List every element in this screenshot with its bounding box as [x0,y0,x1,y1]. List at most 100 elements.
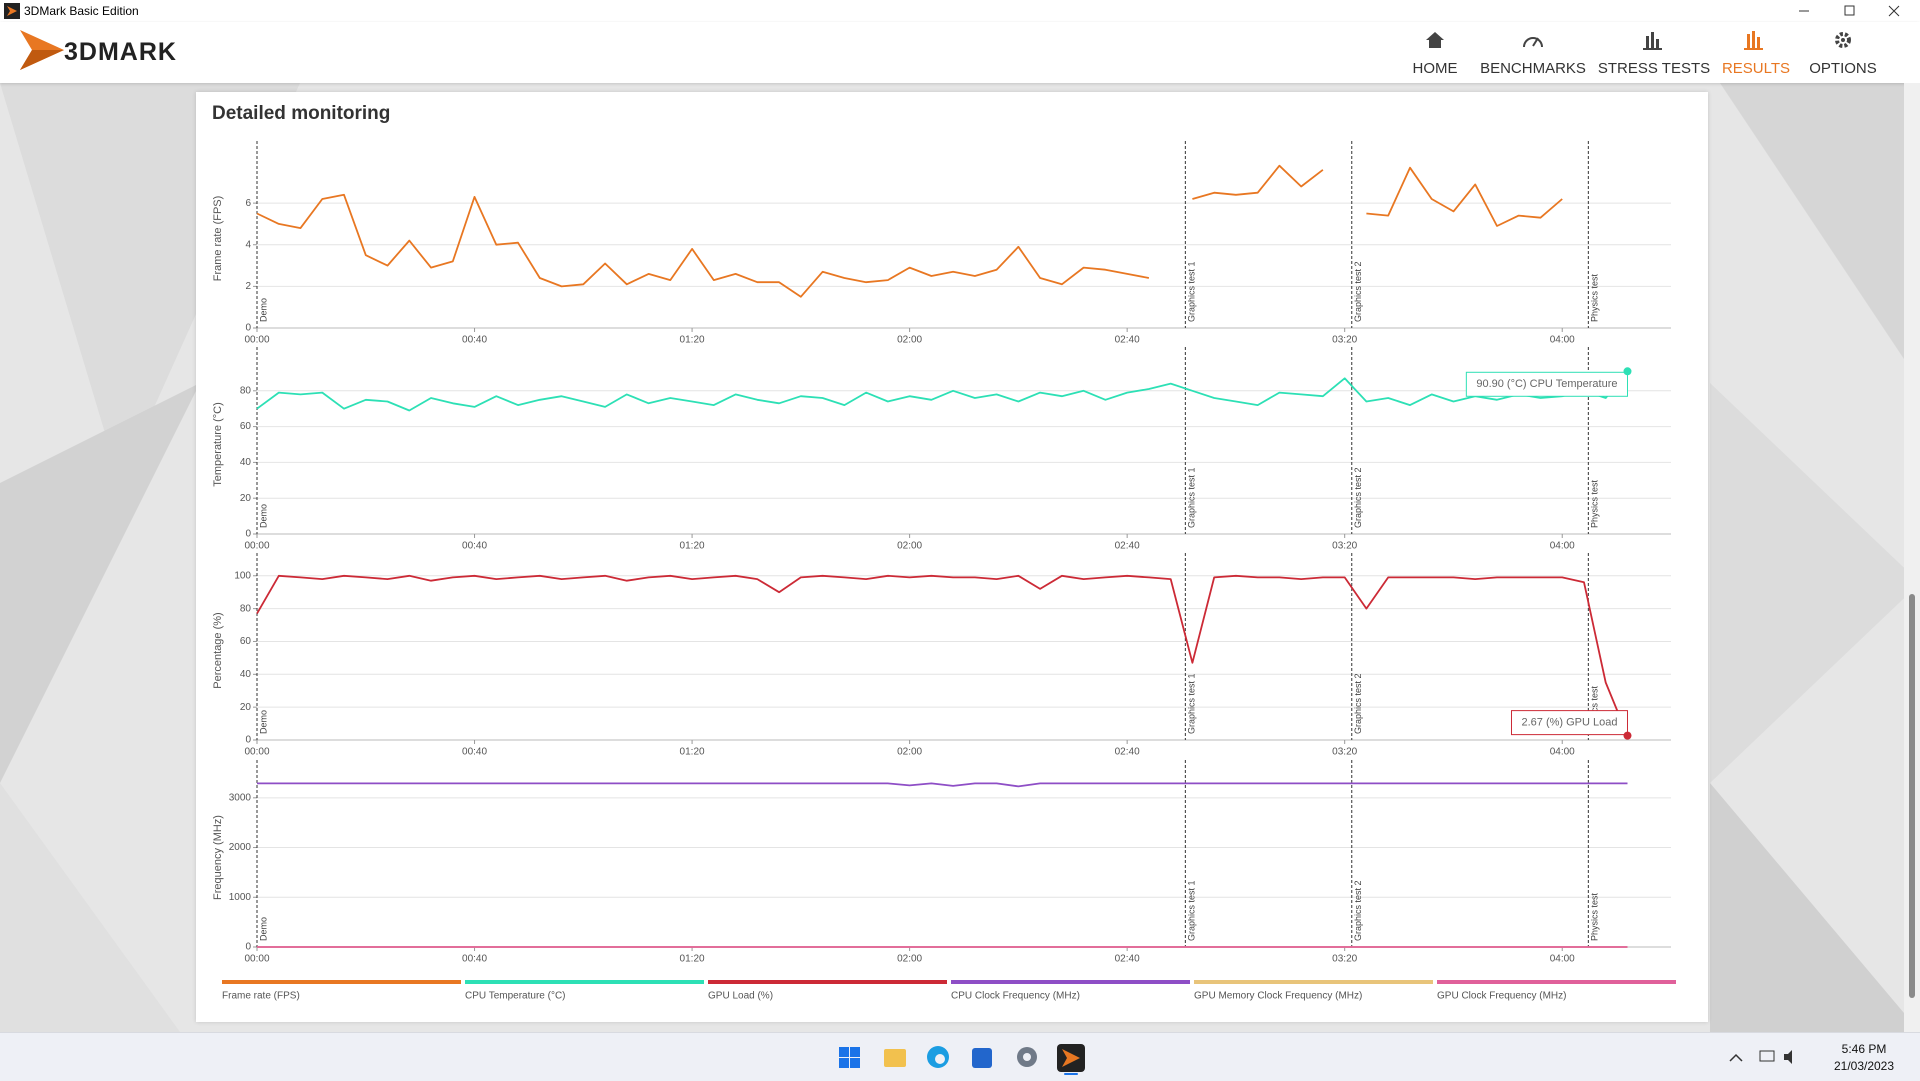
logo-mark [20,30,64,70]
y-axis-label: Frequency (MHz) [212,815,224,900]
event-label: Demo [258,298,268,322]
series-line [256,574,1629,736]
app-icon [4,3,20,19]
tooltip: 90.90 (°C) CPU Temperature [1465,371,1628,397]
x-tick-label: 04:00 [1550,335,1575,346]
taskbar-icons[interactable] [830,1039,1090,1075]
legend-label: GPU Clock Frequency (MHz) [1437,991,1566,1002]
series-line [256,370,1629,412]
event-label: Demo [258,710,268,734]
legend-swatch [1437,980,1676,984]
y-tick-label: 60 [240,421,252,432]
y-tick-label: 0 [245,735,251,746]
x-tick-label: 03:20 [1332,747,1357,758]
panel-title: Detailed monitoring [212,103,390,124]
y-tick-label: 40 [240,457,252,468]
event-label: Physics test [1590,892,1600,941]
scrollbar[interactable] [1904,83,1920,1032]
event-label: Physics test [1590,273,1600,322]
x-tick-label: 02:40 [1115,954,1140,965]
legend-swatch [951,980,1190,984]
y-tick-label: 0 [245,323,251,334]
event-label: Graphics test 1 [1187,673,1197,734]
event-label: Physics test [1590,685,1600,734]
x-tick-label: 00:00 [244,747,269,758]
header: 3DMARK HOME BENCHMARKS STRESS TESTS RESU… [0,22,1920,83]
tooltip-text: 90.90 (°C) CPU Temperature [1476,378,1617,390]
y-axis-label: Temperature (°C) [212,402,224,486]
scroll-thumb[interactable] [1909,594,1915,998]
chart: Detailed monitoring 0 2 4 6 00:00 00:40 01:20 0… [212,103,1676,1002]
event-label: Graphics test 2 [1353,261,1363,322]
tooltip: 2.67 (%) GPU Load [1510,710,1628,736]
logo-text: 3DMARK [64,38,177,66]
title-bar: 3DMark Basic Edition [0,0,1920,22]
x-tick-label: 00:00 [244,335,269,346]
legend-swatch [708,980,947,984]
x-tick-label: 03:20 [1332,541,1357,552]
legend-label: CPU Temperature (°C) [465,991,566,1002]
tooltip-text: 2.67 (%) GPU Load [1521,717,1617,729]
legend-label: CPU Clock Frequency (MHz) [951,991,1080,1002]
tooltip-point [1623,731,1632,740]
x-tick-label: 00:00 [244,954,269,965]
x-tick-label: 02:40 [1115,747,1140,758]
window-title: 3DMark Basic Edition [24,4,139,18]
y-tick-label: 80 [240,385,252,396]
x-tick-label: 02:00 [897,747,922,758]
series-line [256,164,1563,298]
nav-item[interactable]: OPTIONS [1809,60,1877,77]
series-line [257,782,1628,788]
clock-time: 5:46 PM [1841,1042,1887,1056]
y-tick-label: 2000 [229,842,252,853]
y-tick-label: 0 [245,529,251,540]
tray-icons[interactable] [1720,1043,1840,1071]
taskbar: 5:46 PM 21/03/2023 [0,1032,1920,1081]
y-tick-label: 4 [245,239,251,250]
x-tick-label: 00:40 [462,954,487,965]
y-tick-label: 3000 [229,792,252,803]
x-tick-label: 00:40 [462,335,487,346]
x-tick-label: 02:00 [897,541,922,552]
legend-swatch [1194,980,1433,984]
event-label: Demo [258,504,268,528]
nav-item[interactable]: BENCHMARKS [1480,60,1586,77]
nav-item[interactable]: STRESS TESTS [1597,60,1711,77]
legend-label: Frame rate (FPS) [222,991,300,1002]
y-tick-label: 60 [240,636,252,647]
x-tick-label: 04:00 [1550,747,1575,758]
x-tick-label: 00:00 [244,541,269,552]
event-label: Graphics test 2 [1353,467,1363,528]
x-tick-label: 02:00 [897,954,922,965]
event-label: Graphics test 1 [1187,467,1197,528]
event-label: Graphics test 1 [1187,880,1197,941]
nav-item[interactable]: HOME [1412,60,1458,77]
legend-label: GPU Load (%) [708,991,773,1002]
event-label: Graphics test 1 [1187,261,1197,322]
y-tick-label: 20 [240,493,252,504]
x-tick-label: 04:00 [1550,954,1575,965]
tooltip-box [1510,710,1628,736]
x-tick-label: 02:40 [1115,335,1140,346]
y-tick-label: 1000 [229,892,252,903]
y-tick-label: 2 [245,281,251,292]
x-tick-label: 00:40 [462,747,487,758]
x-tick-label: 02:00 [897,335,922,346]
x-tick-label: 03:20 [1332,954,1357,965]
nav-item[interactable]: RESULTS [1721,60,1791,77]
event-label: Demo [258,917,268,941]
x-tick-label: 01:20 [680,747,705,758]
legend-swatch [465,980,704,984]
y-tick-label: 100 [234,570,251,581]
monitoring-panel: Detailed monitoring 0 2 4 6 00:00 00:40 01:20 0… [196,92,1708,1022]
tooltip-box [1465,371,1628,397]
y-tick-label: 0 [245,942,251,953]
window-controls[interactable] [1790,0,1920,22]
event-label: Graphics test 2 [1353,673,1363,734]
event-label: Graphics test 2 [1353,880,1363,941]
legend-swatch [222,980,461,984]
x-tick-label: 01:20 [680,541,705,552]
event-label: Physics test [1590,479,1600,528]
x-tick-label: 04:00 [1550,541,1575,552]
